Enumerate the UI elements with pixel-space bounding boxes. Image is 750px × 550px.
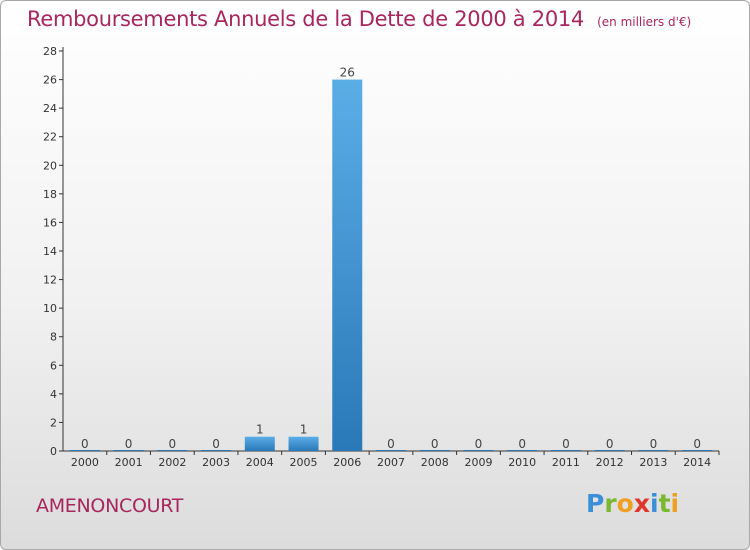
x-tick-label: 2011 (552, 456, 580, 469)
data-label: 0 (387, 437, 395, 451)
x-tick-label: 2005 (290, 456, 318, 469)
y-tick-label: 26 (43, 74, 57, 87)
x-tick-label: 2000 (71, 456, 99, 469)
chart-units: (en milliers d'€) (597, 15, 692, 29)
x-tick-label: 2002 (158, 456, 186, 469)
data-label: 0 (169, 437, 177, 451)
data-label: 0 (81, 437, 89, 451)
bar (419, 450, 450, 451)
data-label: 0 (475, 437, 483, 451)
x-tick-label: 2009 (464, 456, 492, 469)
x-tick-label: 2012 (596, 456, 624, 469)
x-tick-label: 2008 (421, 456, 449, 469)
data-label: 0 (431, 437, 439, 451)
logo-letter: P (586, 489, 605, 518)
y-tick-label: 24 (43, 102, 57, 115)
data-label: 0 (693, 437, 701, 451)
data-label: 0 (562, 437, 570, 451)
data-label: 0 (212, 437, 220, 451)
x-tick-label: 2004 (246, 456, 274, 469)
bar (157, 450, 188, 451)
chart-title: Remboursements Annuels de la Dette de 20… (27, 7, 584, 31)
data-label: 0 (518, 437, 526, 451)
logo-letter: r (604, 489, 617, 518)
x-tick-label: 2003 (202, 456, 230, 469)
data-label: 0 (650, 437, 658, 451)
y-tick-label: 6 (50, 359, 57, 372)
proxiti-logo: Proxiti (586, 489, 679, 518)
x-tick-label: 2001 (115, 456, 143, 469)
commune-name: AMENONCOURT (36, 495, 184, 517)
bar (244, 436, 275, 451)
y-tick-label: 4 (50, 388, 57, 401)
y-tick-label: 16 (43, 216, 57, 229)
data-label: 1 (300, 423, 308, 437)
data-label: 26 (340, 66, 355, 80)
y-tick-label: 2 (50, 416, 57, 429)
logo-letter: o (616, 489, 634, 518)
bar (288, 436, 319, 451)
bar (682, 450, 713, 451)
bar (463, 450, 494, 451)
bar (594, 450, 625, 451)
y-tick-label: 8 (50, 331, 57, 344)
logo-letter: x (633, 489, 650, 518)
y-tick-label: 22 (43, 131, 57, 144)
bar (332, 79, 363, 452)
data-label: 0 (606, 437, 614, 451)
y-tick-label: 18 (43, 188, 57, 201)
bar (69, 450, 100, 451)
x-tick-label: 2013 (639, 456, 667, 469)
x-tick-label: 2006 (333, 456, 361, 469)
title-block: Remboursements Annuels de la Dette de 20… (27, 7, 691, 31)
y-tick-label: 20 (43, 159, 57, 172)
data-label: 1 (256, 423, 264, 437)
bar (201, 450, 232, 451)
bar (507, 450, 538, 451)
data-label: 0 (125, 437, 133, 451)
x-tick-label: 2010 (508, 456, 536, 469)
logo-letter: i (670, 489, 680, 518)
logo-letter: t (658, 489, 671, 518)
y-tick-label: 14 (43, 245, 57, 258)
y-tick-label: 12 (43, 274, 57, 287)
x-tick-label: 2014 (683, 456, 711, 469)
x-tick-label: 2007 (377, 456, 405, 469)
bar (638, 450, 669, 451)
bar (550, 450, 581, 451)
y-tick-label: 28 (43, 45, 57, 58)
y-tick-label: 0 (50, 445, 57, 458)
bar (113, 450, 144, 451)
bar (376, 450, 406, 451)
y-tick-label: 10 (43, 302, 57, 315)
logo-letter: i (650, 489, 659, 518)
